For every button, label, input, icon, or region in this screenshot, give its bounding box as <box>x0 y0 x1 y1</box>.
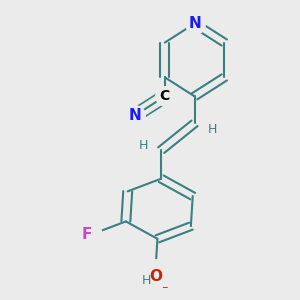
Text: N: N <box>129 108 142 123</box>
Text: O: O <box>149 269 162 284</box>
Text: F: F <box>82 226 92 242</box>
Text: N: N <box>188 16 201 31</box>
Text: H: H <box>139 139 148 152</box>
Text: ⁻: ⁻ <box>161 284 168 297</box>
Text: H: H <box>208 123 217 136</box>
Text: H: H <box>142 274 151 287</box>
Text: C: C <box>160 89 170 103</box>
